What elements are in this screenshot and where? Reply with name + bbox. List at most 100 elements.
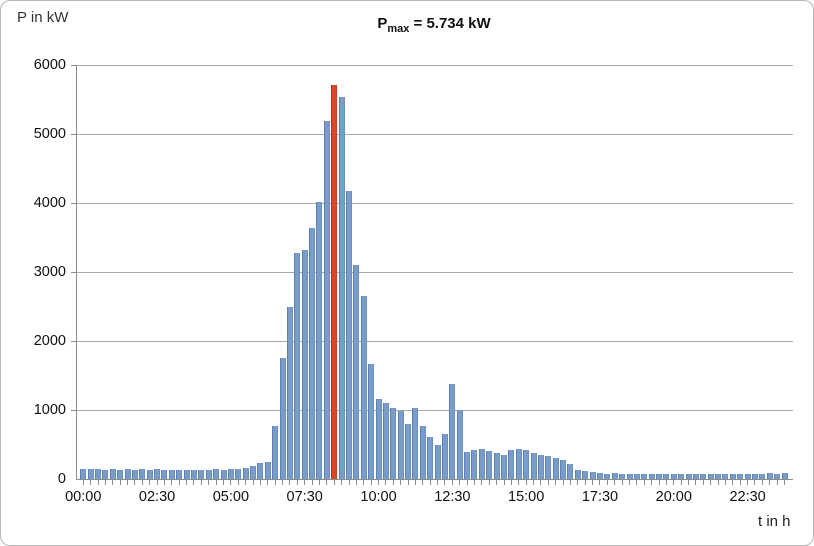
plot-area: 00:00 02:30 05:00 07:30 10:00 12:30 15:00 17:30… [65,64,793,505]
power-bar [95,469,102,479]
power-bar [678,474,685,479]
y-axis-title: P in kW [17,9,69,26]
x-tick-mark [282,480,284,485]
power-bar [589,472,596,479]
x-tick-mark [533,480,535,485]
x-tick-mark [643,480,645,485]
power-bar [190,469,197,479]
power-bar [87,468,94,479]
power-bar [685,474,692,479]
power-bar [102,469,109,479]
y-tick-label-3000: 3000 [33,264,66,280]
power-bar [670,474,677,479]
x-tick-mark [584,480,586,485]
x-tick-mark [178,480,180,485]
power-bar [272,425,279,479]
power-bar [766,473,773,479]
x-tick-mark [407,480,409,485]
x-tick-mark [186,480,188,485]
power-bar [124,469,131,479]
power-bar [774,473,781,479]
chart-title: Pmax = 5.734 kW [76,15,792,35]
power-bar [508,450,515,479]
x-tick-mark [754,480,756,485]
power-bar [619,474,626,479]
x-tick-mark [119,480,121,485]
y-tick-label-5000: 5000 [33,126,66,142]
x-tick-mark [540,480,542,485]
x-tick-mark [141,480,143,485]
power-bar [235,468,242,479]
power-bar [493,453,500,479]
x-tick-mark [606,480,608,485]
gridline-y-2000 [77,340,793,342]
power-bar [515,448,522,479]
power-bar [781,473,788,479]
power-bar [729,474,736,479]
power-bar [545,456,552,479]
power-bar [663,474,670,479]
x-tick-mark [673,480,675,485]
x-tick-mark [525,480,527,485]
x-tick-mark [318,480,320,485]
x-tick-mark [252,480,254,485]
y-tick-mark-5000 [71,133,77,135]
power-bar [427,436,434,479]
x-tick-label-0730: 07:30 [286,489,323,505]
x-tick-label-0230: 02:30 [138,489,176,505]
y-tick-label-2000: 2000 [33,333,66,349]
power-bar [626,474,633,479]
power-bar [530,452,537,479]
power-bar [286,307,293,479]
power-bar [227,469,234,479]
x-axis-title: t in h [758,513,791,530]
power-bar [294,252,301,479]
x-tick-mark [769,480,771,485]
x-tick-mark [341,480,343,485]
x-tick-mark [510,480,512,485]
x-tick-mark [592,480,594,485]
x-tick-label-2230: 22:30 [729,489,766,505]
power-bar [552,458,559,479]
x-tick-mark [267,480,269,485]
power-bar [353,265,360,479]
power-bar [198,469,205,479]
x-tick-mark [724,480,726,485]
x-tick-mark [422,480,424,485]
x-tick-mark [289,480,291,485]
power-bar [360,296,367,479]
x-tick-mark [223,480,225,485]
x-tick-mark [739,480,741,485]
power-bar [375,398,382,479]
x-tick-mark [577,480,579,485]
power-bar [154,469,161,479]
x-tick-mark [259,480,261,485]
power-bar [692,474,699,479]
x-tick-mark [658,480,660,485]
x-tick-mark [215,480,217,485]
x-tick-mark [665,480,667,485]
x-tick-mark [459,480,461,485]
chart-title-base: P [377,15,388,32]
gridline-y-1000 [77,409,793,411]
x-tick-mark [304,480,306,485]
power-bar [596,473,603,479]
power-bar [382,403,389,479]
x-tick-mark [569,480,571,485]
chart-title-subscript: max [387,23,410,35]
x-tick-label-0000: 00:00 [65,489,102,505]
power-bar [700,474,707,479]
x-tick-mark [717,480,719,485]
power-bar [176,469,183,479]
power-bar [405,424,412,479]
x-tick-mark [429,480,431,485]
x-tick-mark [784,480,785,485]
power-bar [213,469,220,479]
power-bar [434,445,441,479]
x-tick-mark [156,480,158,485]
power-bar [346,190,352,479]
x-tick-mark [245,480,247,485]
y-tick-mark-4000 [71,202,77,204]
x-tick-mark [274,480,276,485]
power-bar [604,473,611,479]
